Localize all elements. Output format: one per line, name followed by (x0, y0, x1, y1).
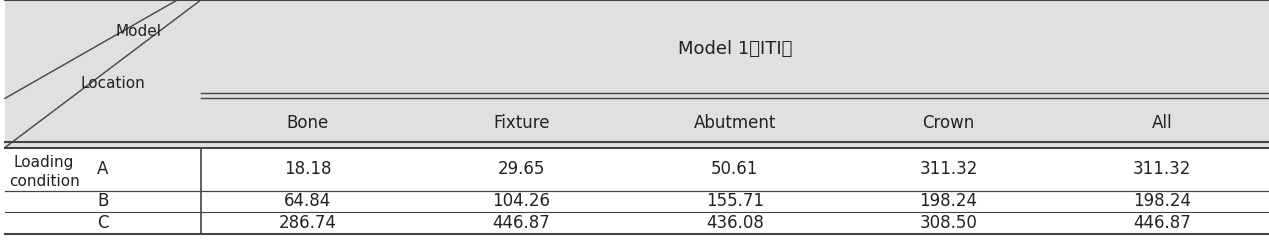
Text: 198.24: 198.24 (920, 192, 977, 210)
Text: 29.65: 29.65 (497, 160, 544, 178)
Text: C: C (98, 214, 109, 232)
Text: 64.84: 64.84 (284, 192, 331, 210)
Text: 436.08: 436.08 (706, 214, 764, 232)
Text: 18.18: 18.18 (284, 160, 331, 178)
Text: 446.87: 446.87 (492, 214, 551, 232)
Text: Abutment: Abutment (694, 114, 777, 132)
Text: Fixture: Fixture (494, 114, 549, 132)
Bar (5, 148, 1269, 191)
Text: Model 1（ITI）: Model 1（ITI） (678, 40, 792, 58)
Text: 311.32: 311.32 (919, 160, 977, 178)
Text: Crown: Crown (923, 114, 975, 132)
Bar (5, 98, 1269, 148)
Text: Loading
condition: Loading condition (9, 155, 80, 189)
Text: 286.74: 286.74 (279, 214, 336, 232)
Text: A: A (98, 160, 109, 178)
Text: 104.26: 104.26 (492, 192, 551, 210)
Bar (5, 0, 1269, 98)
Text: 198.24: 198.24 (1133, 192, 1192, 210)
Text: 155.71: 155.71 (706, 192, 764, 210)
Text: 311.32: 311.32 (1133, 160, 1192, 178)
Bar (5, 191, 1269, 234)
Text: 50.61: 50.61 (711, 160, 759, 178)
Text: Bone: Bone (287, 114, 329, 132)
Text: All: All (1152, 114, 1173, 132)
Text: 446.87: 446.87 (1133, 214, 1192, 232)
Text: Model: Model (115, 25, 161, 39)
Text: 308.50: 308.50 (920, 214, 977, 232)
Text: B: B (98, 192, 109, 210)
Text: Location: Location (80, 76, 145, 91)
